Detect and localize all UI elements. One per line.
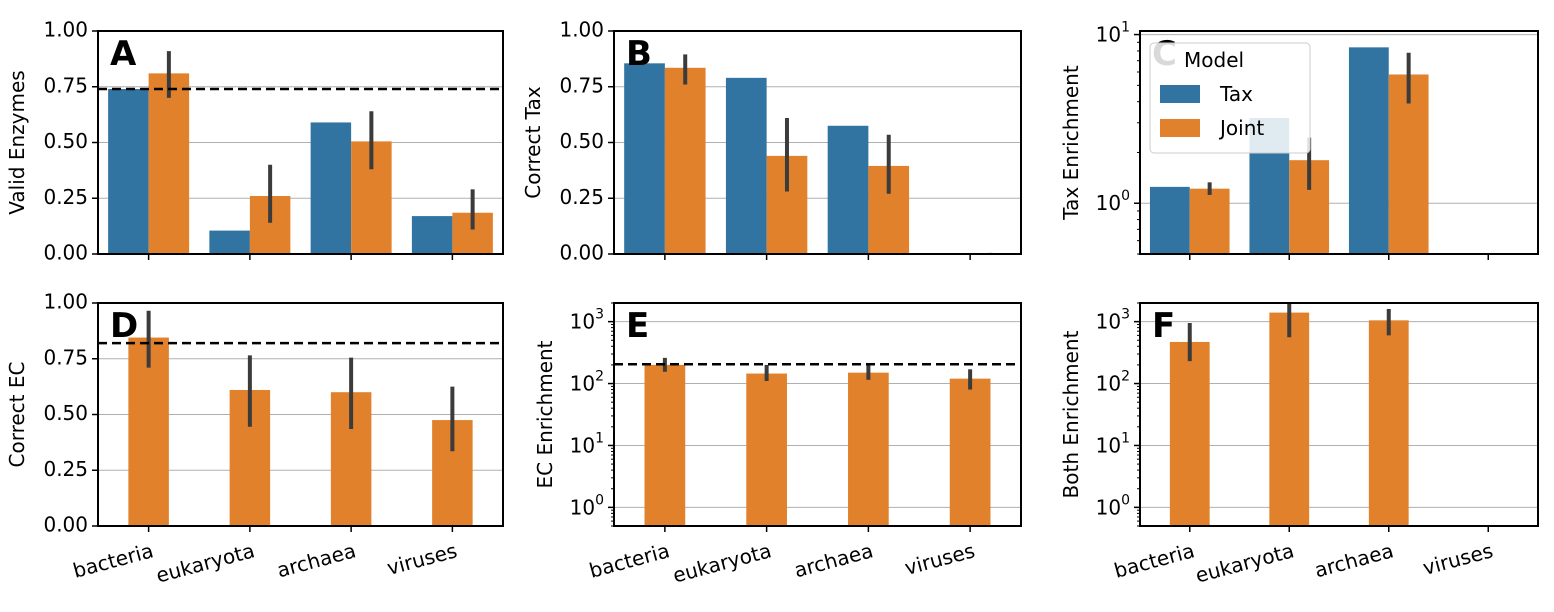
bar (848, 372, 889, 526)
y-tick-label: 100 (570, 492, 604, 519)
legend-swatch (1160, 119, 1200, 137)
y-tick-label: 101 (570, 430, 604, 457)
y-tick-label: 0.50 (43, 129, 88, 153)
bar (209, 230, 250, 254)
bar (827, 125, 869, 255)
bar (108, 88, 149, 254)
x-tick-label: bacteria (1111, 538, 1197, 582)
bar (644, 364, 686, 526)
y-tick-label: 103 (570, 307, 604, 334)
y-tick-label: 101 (1096, 430, 1130, 457)
x-tick-label: archaea (792, 538, 876, 582)
bar (949, 378, 991, 526)
y-tick-label: 0.00 (43, 241, 88, 265)
y-tick-label: 1.00 (559, 18, 604, 42)
y-tick-label: 102 (1096, 369, 1130, 396)
bar (1169, 341, 1210, 526)
x-tick-label: eukaryota (1193, 538, 1297, 587)
x-tick-label: viruses (384, 538, 459, 580)
bar (310, 122, 352, 255)
legend-label: Joint (1218, 116, 1264, 140)
y-tick-label: 102 (570, 369, 604, 396)
x-tick-label: eukaryota (153, 538, 257, 587)
bar (624, 63, 665, 255)
y-tick-label: 1.00 (43, 290, 88, 314)
panel-letter: D (110, 306, 138, 346)
bar (1269, 312, 1310, 526)
y-tick-label: 100 (1096, 188, 1130, 215)
x-tick-label: viruses (1420, 538, 1495, 580)
axes-frame (97, 302, 504, 527)
bar (1388, 74, 1429, 254)
y-axis-label: Correct EC (5, 362, 29, 468)
bar (1368, 320, 1409, 526)
y-tick-label: 0.00 (43, 513, 88, 537)
x-tick-label: bacteria (587, 538, 673, 582)
panel-letter: A (110, 34, 137, 74)
axes-frame (1139, 30, 1539, 255)
bar (1149, 186, 1190, 254)
y-tick-label: 101 (1096, 20, 1130, 47)
y-axis-label: Correct Tax (521, 86, 545, 199)
x-tick-label: archaea (274, 538, 358, 582)
y-tick-label: 0.50 (559, 129, 604, 153)
y-tick-label: 0.50 (43, 401, 88, 425)
axes-frame (613, 30, 1022, 255)
legend-swatch (1160, 85, 1200, 103)
axes-frame (97, 30, 504, 255)
legend-label: Tax (1219, 82, 1253, 106)
x-tick-label: archaea (1312, 538, 1396, 582)
panel-letter: B (626, 34, 652, 74)
y-tick-label: 0.00 (559, 241, 604, 265)
bar (725, 77, 767, 254)
y-tick-label: 0.25 (559, 185, 604, 209)
bar (1189, 188, 1230, 254)
y-tick-label: 0.75 (559, 73, 604, 97)
y-axis-label: EC Enrichment (533, 340, 557, 488)
y-tick-label: 103 (1096, 307, 1130, 334)
y-tick-label: 1.00 (43, 18, 88, 42)
panel-b: 0.00 0.25 0.50 0.75 1.00 Correct Tax B (521, 18, 1022, 265)
bar (411, 216, 453, 254)
axes-frame (1139, 302, 1539, 527)
y-tick-label: 0.75 (43, 73, 88, 97)
y-axis-label: Valid Enzymes (5, 70, 29, 214)
panel-letter: E (626, 306, 649, 346)
y-tick-label: 100 (1096, 492, 1130, 519)
bar (128, 337, 169, 526)
panel-a: 0.00 0.25 0.50 0.75 1.00 Valid Enzymes A (5, 18, 504, 265)
legend: Model Tax Joint (1149, 42, 1311, 154)
x-tick-label: eukaryota (670, 538, 774, 587)
axes-frame (613, 302, 1022, 527)
x-tick-label: bacteria (70, 538, 156, 582)
x-tick-label: viruses (902, 538, 977, 580)
panel-letter: F (1152, 306, 1175, 346)
bar (664, 67, 706, 254)
bar (1348, 47, 1389, 255)
y-tick-label: 0.75 (43, 345, 88, 369)
legend-title: Model (1184, 48, 1244, 72)
bar (148, 73, 190, 255)
y-axis-label: Tax Enrichment (1059, 65, 1083, 221)
y-tick-label: 0.25 (43, 185, 88, 209)
y-axis-label: Both Enrichment (1059, 330, 1083, 498)
bar (746, 373, 787, 526)
y-tick-label: 0.25 (43, 457, 88, 481)
